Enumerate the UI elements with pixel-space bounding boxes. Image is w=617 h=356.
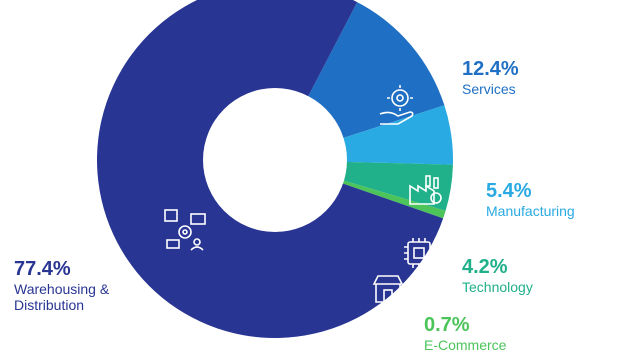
donut-hole — [203, 88, 347, 232]
manufacturing-percent: 5.4% — [486, 180, 532, 202]
service-hand-gear-icon — [379, 85, 414, 125]
legend-warehousing: 77.4% Warehousing & Distribution — [14, 258, 144, 313]
ecommerce-percent: 0.7% — [424, 314, 470, 336]
manufacturing-label: Manufacturing — [486, 203, 575, 219]
chip-icon — [404, 238, 434, 268]
legend-services: 12.4% Services — [462, 58, 519, 97]
factory-icon — [409, 175, 442, 205]
warehousing-percent: 77.4% — [14, 258, 71, 280]
technology-label: Technology — [462, 279, 533, 295]
legend-technology: 4.2% Technology — [462, 256, 533, 295]
legend-manufacturing: 5.4% Manufacturing — [486, 180, 575, 219]
technology-percent: 4.2% — [462, 256, 508, 278]
warehousing-label: Warehousing & Distribution — [14, 281, 110, 314]
ecommerce-label: E-Commerce — [424, 337, 507, 353]
services-percent: 12.4% — [462, 58, 519, 80]
services-label: Services — [462, 81, 516, 97]
legend-ecommerce: 0.7% E-Commerce — [424, 314, 506, 353]
warehouse-icon — [164, 209, 206, 251]
storefront-icon — [372, 275, 404, 303]
